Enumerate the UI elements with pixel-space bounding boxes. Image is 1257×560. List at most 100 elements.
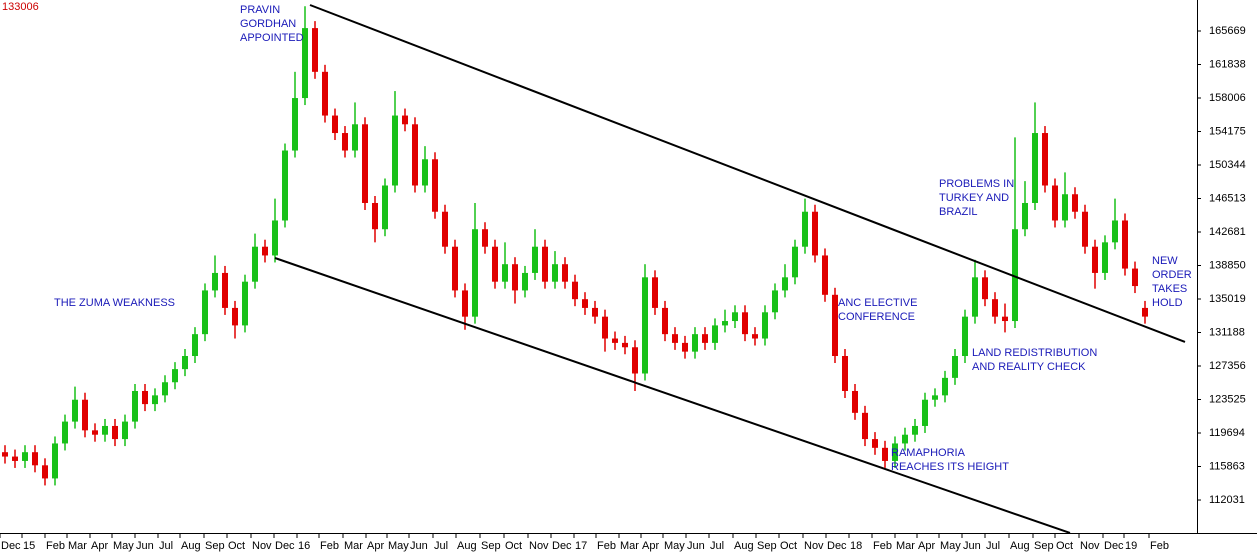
candle-body [122,421,128,440]
annotation: BRAZIL [939,206,978,218]
candle-body [602,316,608,339]
candle-body [732,312,738,322]
candle-body [702,334,708,343]
x-tick-label: 19 [1125,540,1137,552]
annotation: NEW [1152,255,1178,267]
candle-body [662,307,668,335]
candle-body [42,465,48,479]
trend-line [274,257,1071,534]
candle-body [892,443,898,461]
candle-body [902,434,908,444]
candle-body [692,334,698,352]
candle-body [132,390,138,422]
x-tick-label: Dec [827,540,847,552]
candle-body [202,290,208,335]
candle-body [772,290,778,313]
candle-body [832,294,838,357]
candle-body [62,421,68,444]
candle-body [92,430,98,435]
candle-body [82,399,88,431]
candle-body [1122,220,1128,269]
candle-body [712,325,718,343]
candle-body [372,202,378,230]
y-tick-label: 135019 [1209,293,1246,305]
candle-body [682,342,688,352]
y-tick-label: 123525 [1209,393,1246,405]
candle-body [162,382,168,396]
y-tick-label: 161838 [1209,58,1246,70]
candle-body [382,185,388,230]
candle-body [242,281,248,326]
candle-body [522,272,528,291]
candle-body [302,28,308,99]
candle-body [1062,194,1068,221]
annotation: LAND REDISTRIBUTION [972,347,1097,359]
last-price: 133006 [2,1,39,13]
candle-body [352,124,358,151]
x-tick-label: 15 [23,540,35,552]
candle-body [542,246,548,282]
candle-body [422,159,428,186]
candle-body [312,28,318,72]
x-tick-label: Jul [159,540,173,552]
candle-body [752,334,758,339]
candle-body [232,307,238,326]
x-tick-label: 16 [298,540,310,552]
x-tick-label: Feb [597,540,616,552]
x-tick-label: Nov [804,540,824,552]
candle-body [332,115,338,134]
candle-body [642,277,648,374]
candle-body [192,334,198,357]
annotation: PRAVIN [240,4,280,16]
y-tick-label: 138850 [1209,259,1246,271]
candle-body [102,425,108,435]
candle-body [472,229,478,317]
candle-body [22,452,28,461]
annotation: ORDER [1152,269,1192,281]
candle-body [482,229,488,247]
x-tick-label: Feb [1150,540,1169,552]
x-tick-label: Oct [1056,540,1073,552]
x-tick-label: 18 [850,540,862,552]
candle-body [982,277,988,300]
candle-body [222,272,228,308]
candle-body [1142,307,1148,317]
candle-body [152,395,158,405]
candle-body [282,150,288,221]
y-tick-label: 131188 [1209,326,1245,338]
candle-body [782,277,788,291]
candle-body [1012,229,1018,322]
candle-body [212,272,218,291]
candle-body [292,98,298,151]
candle-body [562,264,568,282]
candle-body [1082,211,1088,247]
candle-body [842,356,848,391]
candle-body [402,115,408,125]
candle-body [272,220,278,256]
candle-body [852,390,858,413]
x-tick-label: Dec [275,540,295,552]
candle-body [1052,185,1058,221]
candle-body [582,299,588,308]
annotation: PROBLEMS IN [939,178,1014,190]
candle-body [822,255,828,295]
x-tick-label: Mar [344,540,363,552]
x-tick-label: May [940,540,961,552]
annotation: CONFERENCE [838,311,915,323]
annotation: AND REALITY CHECK [972,361,1086,373]
x-tick-label: Apr [642,540,659,552]
candle-body [182,356,188,370]
candle-body [262,246,268,256]
annotation: ANC ELECTIVE [838,297,917,309]
annotation: APPOINTED [240,32,304,44]
x-tick-label: Aug [457,540,477,552]
x-tick-label: Mar [68,540,87,552]
x-tick-label: Jun [410,540,428,552]
annotation: HOLD [1152,297,1183,309]
x-tick-label: Apr [91,540,108,552]
y-tick-label: 165669 [1209,25,1246,37]
x-tick-label: Apr [367,540,384,552]
candle-body [1102,242,1108,273]
